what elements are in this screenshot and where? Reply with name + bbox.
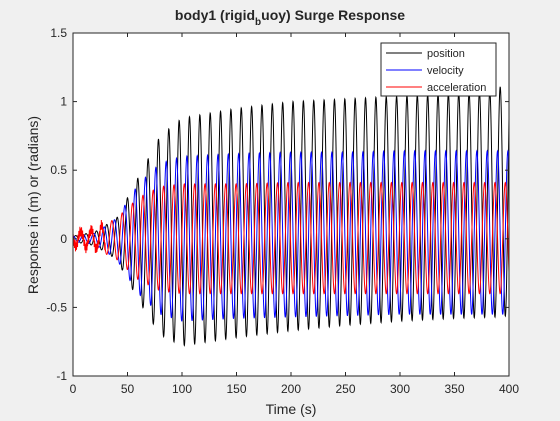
x-tick-label: 150 xyxy=(226,382,246,396)
x-axis-label: Time (s) xyxy=(266,401,317,417)
legend: position velocity acceleration xyxy=(380,42,497,97)
x-tick-label: 100 xyxy=(172,382,192,396)
series-line-position xyxy=(72,86,510,347)
y-tick-label: 0.5 xyxy=(50,163,67,177)
y-tick-label: -1 xyxy=(56,369,67,383)
y-tick-label: 1.5 xyxy=(50,26,67,40)
series-line-velocity xyxy=(72,149,510,322)
chart-title-rest: uoy) Surge Response xyxy=(261,7,405,23)
chart-title: body1 (rigidbuoy) Surge Response xyxy=(175,7,405,28)
x-tick-label: 350 xyxy=(444,382,464,396)
y-axis-label: Response in (m) or (radians) xyxy=(25,116,41,294)
legend-label-acceleration: acceleration xyxy=(427,82,486,94)
x-tick-label: 200 xyxy=(281,382,301,396)
x-tick-label: 50 xyxy=(121,382,135,396)
series-line-acceleration xyxy=(72,181,510,295)
legend-label-velocity: velocity xyxy=(427,65,464,77)
x-tick-label: 250 xyxy=(335,382,355,396)
y-tick-label: 0 xyxy=(60,232,67,246)
x-tick-label: 300 xyxy=(390,382,410,396)
chart-title-main: body1 (rigid xyxy=(175,7,255,23)
chart-title-subscript: b xyxy=(255,17,261,28)
plot-lines xyxy=(72,86,510,347)
x-tick-label: 0 xyxy=(70,382,77,396)
y-tick-label: -0.5 xyxy=(46,300,67,314)
y-axis: -1 -0.5 0 0.5 1 1.5 xyxy=(46,26,509,383)
legend-label-position: position xyxy=(427,48,465,60)
x-tick-label: 400 xyxy=(499,382,519,396)
y-tick-label: 1 xyxy=(60,95,67,109)
x-axis: 0 50 100 150 200 250 300 350 400 xyxy=(70,33,519,396)
